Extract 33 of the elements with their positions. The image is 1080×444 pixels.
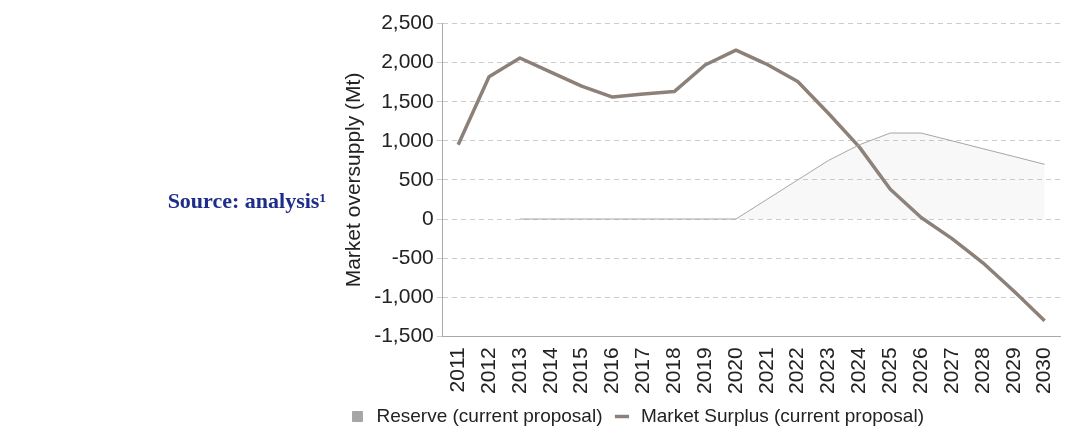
y-tick-label: -1,500 [374, 323, 434, 347]
y-tick-label: 2,500 [381, 10, 434, 34]
y-axis-title: Market oversupply (Mt) [341, 72, 365, 288]
x-tick-label: 2016 [599, 347, 623, 394]
x-tick-label: 2014 [537, 346, 561, 394]
y-tick-label: 0 [422, 205, 434, 229]
x-tick-label: 2028 [969, 347, 993, 394]
x-tick-label: 2020 [722, 347, 746, 394]
legend-label: Market Surplus (current proposal) [640, 404, 924, 426]
y-tick-label: -1,000 [374, 283, 434, 307]
legend-label: Reserve (current proposal) [376, 404, 603, 426]
x-tick-label: 2015 [568, 347, 592, 394]
x-tick-label: 2019 [691, 347, 715, 394]
x-tick-label: 2030 [1031, 347, 1055, 394]
x-tick-label: 2022 [784, 347, 808, 394]
x-tick-label: 2024 [846, 346, 870, 394]
y-tick-label: 2,000 [381, 49, 434, 73]
x-tick-label: 2023 [815, 347, 839, 394]
source-note: Source: analysis¹ [166, 188, 326, 214]
x-tick-label: 2012 [475, 347, 499, 394]
x-tick-label: 2025 [877, 347, 901, 394]
x-tick-label: 2013 [506, 347, 530, 394]
x-tick-label: 2026 [907, 347, 931, 394]
x-tick-label: 2018 [661, 347, 685, 394]
y-tick-label: 500 [398, 166, 434, 190]
x-tick-label: 2027 [938, 347, 962, 394]
x-tick-label: 2029 [1000, 347, 1024, 394]
y-tick-label: -500 [391, 244, 434, 268]
x-tick-label: 2017 [630, 347, 654, 394]
x-tick-label: 2021 [753, 347, 777, 394]
x-tick-label: 2011 [444, 347, 468, 393]
y-tick-label: 1,000 [381, 127, 434, 151]
y-tick-label: 1,500 [381, 88, 434, 112]
